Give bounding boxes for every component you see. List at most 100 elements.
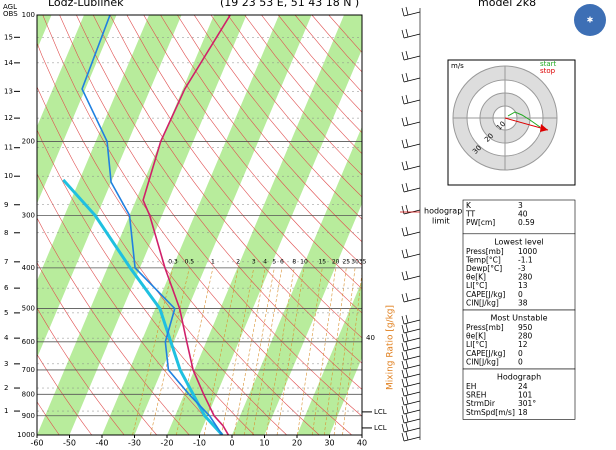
mixing-ratio-line [150, 267, 190, 435]
x-tick-label: 20 [292, 439, 302, 448]
barb [405, 270, 409, 280]
barb [405, 160, 409, 170]
barb [405, 72, 409, 82]
barb [403, 77, 421, 83]
mixing-ratio-line [323, 267, 347, 435]
height-label: 8 [4, 229, 8, 237]
barb [403, 99, 421, 105]
mixing-ratio-title: Mixing Ratio [g/kg] [386, 305, 396, 390]
barb [405, 50, 409, 60]
mixing-ratio-label: 30 [351, 258, 359, 265]
dry-adiabat [143, 15, 362, 290]
mixing-ratio-line [252, 267, 283, 435]
dry-adiabat [160, 15, 362, 266]
pressure-label: 800 [22, 390, 35, 398]
height-label: 1 [4, 407, 8, 415]
dry-adiabat [37, 85, 287, 435]
mixing-ratio-label: 0.5 [185, 258, 195, 265]
param-name: CIN[J/kg] [466, 357, 499, 366]
param-value: 24 [518, 382, 528, 391]
mixing-ratio-label: 35 [359, 258, 367, 265]
barb [405, 431, 409, 441]
height-label: 5 [4, 309, 8, 317]
barb [405, 395, 409, 405]
x-tick-label: 0 [229, 439, 234, 448]
dry-adiabat [37, 307, 125, 435]
barb [405, 314, 409, 324]
barb [405, 292, 409, 302]
height-label: 9 [4, 201, 8, 209]
barb [405, 386, 409, 396]
hodo-limit: limit [432, 217, 450, 226]
barb [403, 346, 421, 352]
param-name: CAPE[J/kg] [466, 290, 505, 299]
param-value: 3 [518, 201, 523, 210]
barb [405, 226, 409, 236]
height-label: 14 [4, 59, 13, 67]
mixing-ratio-line [221, 267, 255, 435]
barb [401, 360, 405, 370]
hodo-limit: hodograph [424, 207, 467, 216]
mixing-ratio-line [233, 267, 266, 435]
hodo-legend: stop [540, 67, 556, 75]
outer-label: 40 [366, 334, 375, 342]
barb [403, 382, 421, 388]
x-tick-label: -50 [63, 439, 76, 448]
lcl-label: LCL [374, 424, 387, 432]
hodograph [452, 65, 558, 171]
dry-adiabat [76, 15, 362, 390]
parcel-line [62, 178, 224, 435]
barb [405, 332, 409, 342]
coords: (19 23 53 E, 51 43 18 N ) [220, 0, 359, 9]
barb [403, 231, 421, 237]
barb [403, 121, 421, 127]
section-title: Hodograph [497, 373, 541, 382]
barb [401, 396, 405, 406]
barb [401, 432, 405, 442]
barb [401, 333, 405, 343]
param-value: 0.59 [518, 218, 535, 227]
mixing-ratio-label: 8 [292, 258, 296, 265]
barb [401, 387, 405, 397]
temperature-line [142, 15, 231, 435]
pressure-label: 200 [22, 137, 35, 145]
mixing-ratio-label: 5 [272, 258, 276, 265]
isotherm-band [37, 15, 247, 435]
dry-adiabat [42, 15, 352, 435]
param-value: 1000 [518, 247, 537, 256]
pressure-label: 500 [22, 305, 35, 313]
x-tick-label: 40 [357, 439, 367, 448]
param-value: 18 [518, 408, 528, 417]
x-tick-label: -10 [193, 439, 206, 448]
dry-adiabat [37, 217, 190, 435]
param-name: Press[mb] [466, 247, 504, 256]
barb [403, 297, 421, 303]
barb [405, 94, 409, 104]
model: model 2k8 [478, 0, 536, 9]
barb [401, 29, 405, 39]
barb [401, 315, 405, 325]
mixing-ratio-line [203, 267, 239, 435]
param-value: 12 [518, 340, 528, 349]
mixing-ratio-line [297, 267, 323, 435]
param-name: LI[°C] [466, 340, 487, 349]
barb [403, 337, 421, 343]
barb [403, 409, 421, 415]
height-label: 2 [4, 384, 8, 392]
barb [405, 359, 409, 369]
mixing-ratio-line [333, 267, 356, 435]
dry-adiabat [177, 15, 362, 243]
param-name: Temp[°C] [465, 255, 501, 264]
background [37, 15, 362, 435]
dry-adiabat [37, 261, 157, 435]
param-value: 301° [518, 399, 536, 408]
barb [403, 275, 421, 281]
barb [401, 95, 405, 105]
barb [401, 293, 405, 303]
mixing-ratio-line [312, 267, 336, 435]
param-name: CIN[J/kg] [466, 298, 499, 307]
mixing-ratio-label: 3 [252, 258, 256, 265]
left-top: AGL [3, 3, 17, 11]
dry-adiabat [37, 42, 320, 435]
param-name: PW[cm] [466, 218, 495, 227]
